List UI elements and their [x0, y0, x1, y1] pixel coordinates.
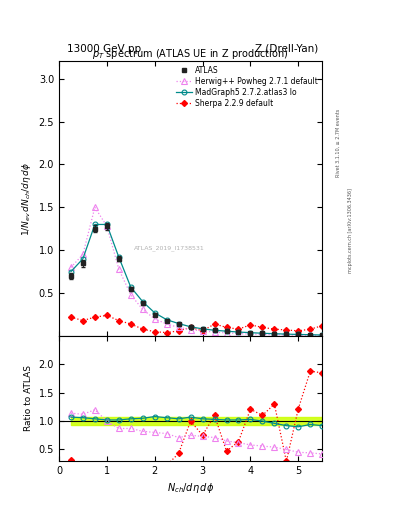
- Text: Z (Drell-Yan): Z (Drell-Yan): [255, 44, 318, 54]
- Sherpa 2.2.9 default: [236, 326, 241, 332]
- Herwig++ Powheg 2.7.1 default: [200, 328, 205, 334]
- Text: Rivet 3.1.10, ≥ 2.7M events: Rivet 3.1.10, ≥ 2.7M events: [336, 109, 341, 178]
- MadGraph5 2.7.2.atlas3 lo: [68, 269, 73, 275]
- Sherpa 2.2.9 default: [116, 317, 121, 324]
- Line: Sherpa 2.2.9 default: Sherpa 2.2.9 default: [69, 313, 324, 335]
- Herwig++ Powheg 2.7.1 default: [129, 292, 133, 298]
- Legend: ATLAS, Herwig++ Powheg 2.7.1 default, MadGraph5 2.7.2.atlas3 lo, Sherpa 2.2.9 de: ATLAS, Herwig++ Powheg 2.7.1 default, Ma…: [173, 63, 321, 111]
- MadGraph5 2.7.2.atlas3 lo: [308, 332, 313, 338]
- Herwig++ Powheg 2.7.1 default: [248, 331, 253, 337]
- Herwig++ Powheg 2.7.1 default: [140, 306, 145, 312]
- Herwig++ Powheg 2.7.1 default: [212, 329, 217, 335]
- Sherpa 2.2.9 default: [164, 330, 169, 336]
- Herwig++ Powheg 2.7.1 default: [68, 264, 73, 270]
- MadGraph5 2.7.2.atlas3 lo: [320, 332, 325, 338]
- Sherpa 2.2.9 default: [200, 328, 205, 334]
- MadGraph5 2.7.2.atlas3 lo: [152, 310, 157, 316]
- MadGraph5 2.7.2.atlas3 lo: [188, 324, 193, 330]
- Line: MadGraph5 2.7.2.atlas3 lo: MadGraph5 2.7.2.atlas3 lo: [68, 222, 325, 337]
- Herwig++ Powheg 2.7.1 default: [224, 330, 229, 336]
- Y-axis label: Ratio to ATLAS: Ratio to ATLAS: [24, 366, 33, 432]
- Sherpa 2.2.9 default: [296, 328, 301, 334]
- Herwig++ Powheg 2.7.1 default: [116, 266, 121, 272]
- MadGraph5 2.7.2.atlas3 lo: [176, 321, 181, 327]
- X-axis label: $N_{ch}/d\eta\,d\phi$: $N_{ch}/d\eta\,d\phi$: [167, 481, 214, 495]
- Herwig++ Powheg 2.7.1 default: [272, 332, 277, 338]
- Sherpa 2.2.9 default: [284, 327, 289, 333]
- Herwig++ Powheg 2.7.1 default: [284, 332, 289, 338]
- Herwig++ Powheg 2.7.1 default: [260, 331, 265, 337]
- Sherpa 2.2.9 default: [81, 317, 85, 324]
- Herwig++ Powheg 2.7.1 default: [176, 324, 181, 330]
- Sherpa 2.2.9 default: [129, 321, 133, 327]
- Line: Herwig++ Powheg 2.7.1 default: Herwig++ Powheg 2.7.1 default: [68, 204, 325, 338]
- Herwig++ Powheg 2.7.1 default: [81, 251, 85, 258]
- Sherpa 2.2.9 default: [105, 312, 109, 318]
- MadGraph5 2.7.2.atlas3 lo: [248, 330, 253, 336]
- Herwig++ Powheg 2.7.1 default: [308, 332, 313, 338]
- MadGraph5 2.7.2.atlas3 lo: [224, 328, 229, 334]
- MadGraph5 2.7.2.atlas3 lo: [140, 298, 145, 305]
- Herwig++ Powheg 2.7.1 default: [92, 204, 97, 210]
- MadGraph5 2.7.2.atlas3 lo: [260, 330, 265, 336]
- Sherpa 2.2.9 default: [92, 314, 97, 320]
- Sherpa 2.2.9 default: [176, 328, 181, 334]
- MadGraph5 2.7.2.atlas3 lo: [164, 316, 169, 323]
- Y-axis label: $1/N_{ev}\,dN_{ch}/d\eta\,d\phi$: $1/N_{ev}\,dN_{ch}/d\eta\,d\phi$: [20, 162, 33, 236]
- MadGraph5 2.7.2.atlas3 lo: [272, 331, 277, 337]
- Sherpa 2.2.9 default: [248, 322, 253, 328]
- Sherpa 2.2.9 default: [188, 324, 193, 330]
- Herwig++ Powheg 2.7.1 default: [164, 321, 169, 327]
- MadGraph5 2.7.2.atlas3 lo: [116, 254, 121, 260]
- MadGraph5 2.7.2.atlas3 lo: [92, 221, 97, 227]
- Sherpa 2.2.9 default: [212, 321, 217, 327]
- Text: mcplots.cern.ch [arXiv:1306.3436]: mcplots.cern.ch [arXiv:1306.3436]: [348, 188, 353, 273]
- Sherpa 2.2.9 default: [224, 324, 229, 330]
- MadGraph5 2.7.2.atlas3 lo: [105, 221, 109, 227]
- MadGraph5 2.7.2.atlas3 lo: [129, 284, 133, 290]
- Herwig++ Powheg 2.7.1 default: [320, 332, 325, 338]
- Title: $p_T$ spectrum (ATLAS UE in Z production): $p_T$ spectrum (ATLAS UE in Z production…: [92, 47, 289, 61]
- Sherpa 2.2.9 default: [68, 314, 73, 320]
- Sherpa 2.2.9 default: [272, 326, 277, 332]
- Sherpa 2.2.9 default: [152, 329, 157, 335]
- Herwig++ Powheg 2.7.1 default: [296, 332, 301, 338]
- Sherpa 2.2.9 default: [260, 324, 265, 330]
- MadGraph5 2.7.2.atlas3 lo: [236, 329, 241, 335]
- Herwig++ Powheg 2.7.1 default: [105, 223, 109, 229]
- Herwig++ Powheg 2.7.1 default: [236, 331, 241, 337]
- Text: ATLAS_2019_I1738531: ATLAS_2019_I1738531: [134, 245, 205, 251]
- Herwig++ Powheg 2.7.1 default: [152, 316, 157, 322]
- MadGraph5 2.7.2.atlas3 lo: [200, 326, 205, 332]
- Herwig++ Powheg 2.7.1 default: [188, 327, 193, 333]
- Text: 13000 GeV pp: 13000 GeV pp: [67, 44, 141, 54]
- MadGraph5 2.7.2.atlas3 lo: [296, 331, 301, 337]
- Sherpa 2.2.9 default: [308, 326, 313, 332]
- MadGraph5 2.7.2.atlas3 lo: [284, 331, 289, 337]
- Sherpa 2.2.9 default: [140, 326, 145, 332]
- MadGraph5 2.7.2.atlas3 lo: [212, 327, 217, 333]
- MadGraph5 2.7.2.atlas3 lo: [81, 255, 85, 262]
- Sherpa 2.2.9 default: [320, 323, 325, 329]
